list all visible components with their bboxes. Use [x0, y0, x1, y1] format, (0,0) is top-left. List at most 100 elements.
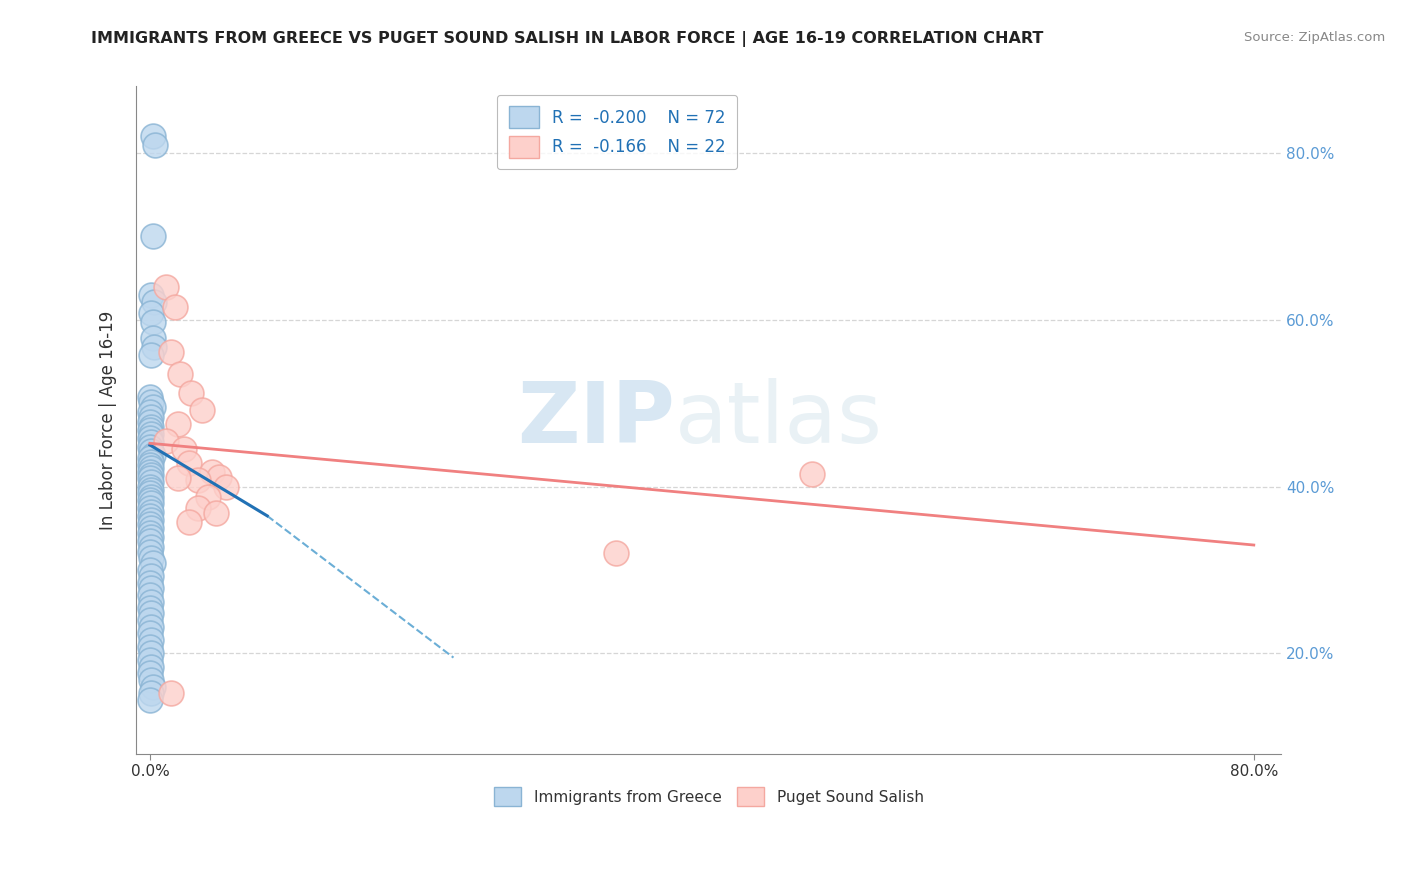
- Point: [142, 331, 165, 345]
- Point: [142, 129, 165, 144]
- Point: [169, 367, 191, 381]
- Point: [139, 525, 162, 540]
- Point: [141, 483, 163, 497]
- Point: [180, 386, 202, 401]
- Point: [141, 394, 163, 409]
- Point: [139, 480, 162, 494]
- Point: [139, 500, 162, 515]
- Point: [187, 500, 209, 515]
- Point: [187, 473, 209, 487]
- Point: [166, 417, 188, 431]
- Point: [155, 279, 177, 293]
- Point: [141, 686, 163, 700]
- Point: [173, 442, 195, 457]
- Point: [141, 595, 163, 609]
- Text: ZIP: ZIP: [516, 378, 675, 461]
- Point: [141, 530, 163, 544]
- Text: IMMIGRANTS FROM GREECE VS PUGET SOUND SALISH IN LABOR FORCE | AGE 16-19 CORRELAT: IMMIGRANTS FROM GREECE VS PUGET SOUND SA…: [91, 31, 1043, 47]
- Point: [177, 456, 200, 470]
- Point: [141, 443, 163, 458]
- Point: [139, 390, 162, 404]
- Point: [139, 508, 162, 523]
- Point: [139, 613, 162, 627]
- Point: [141, 306, 163, 320]
- Point: [139, 404, 162, 418]
- Point: [159, 344, 181, 359]
- Point: [141, 620, 163, 634]
- Point: [141, 496, 163, 510]
- Point: [191, 403, 214, 417]
- Point: [139, 626, 162, 640]
- Point: [139, 563, 162, 577]
- Point: [141, 475, 163, 489]
- Point: [159, 686, 181, 700]
- Point: [141, 607, 163, 621]
- Point: [141, 461, 163, 475]
- Point: [141, 582, 163, 596]
- Point: [208, 469, 231, 483]
- Point: [141, 288, 163, 302]
- Point: [139, 431, 162, 445]
- Point: [141, 550, 163, 565]
- Point: [141, 455, 163, 469]
- Point: [205, 506, 228, 520]
- Point: [142, 448, 165, 462]
- Point: [142, 680, 165, 694]
- Point: [139, 517, 162, 532]
- Point: [139, 440, 162, 454]
- Point: [141, 505, 163, 519]
- Point: [141, 513, 163, 527]
- Point: [166, 471, 188, 485]
- Point: [139, 600, 162, 615]
- Point: [139, 588, 162, 602]
- Point: [142, 314, 165, 328]
- Point: [139, 544, 162, 558]
- Point: [141, 409, 163, 424]
- Point: [139, 465, 162, 479]
- Point: [139, 451, 162, 466]
- Y-axis label: In Labor Force | Age 16-19: In Labor Force | Age 16-19: [100, 310, 117, 530]
- Point: [141, 435, 163, 450]
- Point: [141, 673, 163, 687]
- Point: [139, 415, 162, 429]
- Point: [139, 423, 162, 437]
- Point: [139, 653, 162, 667]
- Point: [141, 521, 163, 535]
- Point: [177, 515, 200, 529]
- Point: [801, 467, 824, 482]
- Point: [215, 480, 238, 494]
- Point: [139, 575, 162, 590]
- Point: [139, 486, 162, 500]
- Point: [141, 633, 163, 648]
- Point: [141, 467, 163, 482]
- Point: [139, 471, 162, 485]
- Point: [163, 301, 186, 315]
- Text: Source: ZipAtlas.com: Source: ZipAtlas.com: [1244, 31, 1385, 45]
- Point: [139, 640, 162, 654]
- Point: [145, 137, 167, 152]
- Point: [139, 458, 162, 472]
- Point: [141, 660, 163, 674]
- Point: [142, 557, 165, 571]
- Point: [143, 294, 166, 309]
- Point: [197, 490, 219, 504]
- Point: [139, 493, 162, 508]
- Point: [141, 348, 163, 362]
- Legend: Immigrants from Greece, Puget Sound Salish: Immigrants from Greece, Puget Sound Sali…: [488, 780, 929, 813]
- Point: [141, 647, 163, 661]
- Point: [605, 546, 627, 560]
- Point: [141, 427, 163, 442]
- Point: [142, 400, 165, 414]
- Point: [155, 434, 177, 448]
- Point: [201, 465, 224, 479]
- Point: [139, 666, 162, 681]
- Point: [141, 569, 163, 583]
- Point: [143, 340, 166, 354]
- Point: [141, 540, 163, 554]
- Point: [139, 693, 162, 707]
- Point: [141, 419, 163, 434]
- Point: [139, 533, 162, 548]
- Point: [141, 490, 163, 504]
- Text: atlas: atlas: [675, 378, 883, 461]
- Point: [142, 229, 165, 244]
